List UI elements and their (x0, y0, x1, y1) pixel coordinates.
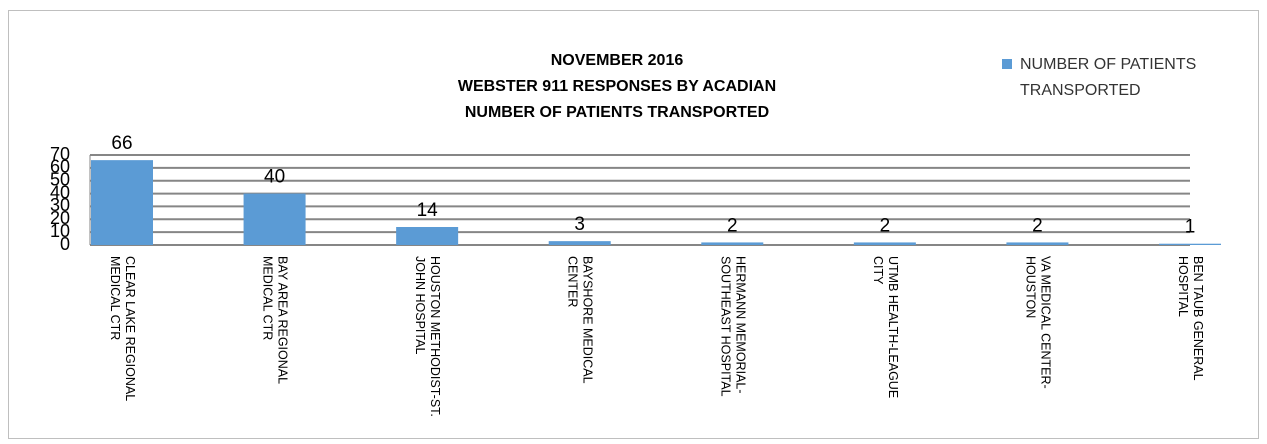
data-label: 1 (1185, 217, 1196, 238)
chart-title: NOVEMBER 2016 WEBSTER 911 RESPONSES BY A… (457, 52, 777, 121)
legend-label: NUMBER OF PATIENTS TRANSPORTED (1020, 56, 1197, 99)
x-tick-label: HOUSTON METHODIST-ST. JOHN HOSPITAL (413, 256, 443, 417)
x-tick-label: HERMANN MEMORIAL-SOUTHEAST HOSPITAL (718, 256, 748, 397)
legend: NUMBER OF PATIENTS TRANSPORTED (1002, 52, 1232, 104)
x-tick-label: VA MEDICAL CENTER-HOUSTON (1023, 256, 1053, 389)
x-tick-label: BAY AREA REGIONAL MEDICAL CTR (260, 256, 290, 384)
chart-border (8, 10, 1259, 439)
y-tick-label: 0 (60, 234, 70, 254)
data-label: 2 (727, 215, 738, 236)
x-tick-label: CLEAR LAKE REGIONAL MEDICAL CTR (108, 256, 137, 401)
data-label: 66 (111, 133, 132, 154)
bar (548, 241, 611, 245)
data-label: 40 (264, 167, 285, 188)
y-tick-label: 50 (50, 169, 70, 189)
y-tick-label: 20 (50, 208, 70, 228)
data-label: 2 (880, 215, 891, 236)
x-tick-label: BAYSHORE MEDICAL CENTER (565, 256, 595, 384)
bar (853, 242, 916, 245)
y-tick-label: 70 (50, 144, 70, 164)
bar (701, 242, 764, 245)
bar (1159, 243, 1221, 245)
legend-key (1002, 59, 1012, 69)
y-tick-label: 60 (50, 157, 70, 177)
x-tick-label: BEN TAUB GENERAL HOSPITAL (1176, 256, 1205, 381)
data-label: 14 (417, 200, 439, 221)
bar (1006, 242, 1069, 245)
bar (396, 227, 459, 245)
x-tick-label: UTMB HEALTH-LEAGUE CITY (870, 256, 900, 399)
bar (243, 193, 306, 245)
data-label: 2 (1032, 215, 1043, 236)
bar (91, 160, 153, 245)
y-tick-label: 10 (50, 221, 70, 241)
y-tick-label: 40 (50, 182, 70, 202)
data-label: 3 (574, 214, 585, 235)
y-tick-label: 30 (50, 195, 70, 215)
